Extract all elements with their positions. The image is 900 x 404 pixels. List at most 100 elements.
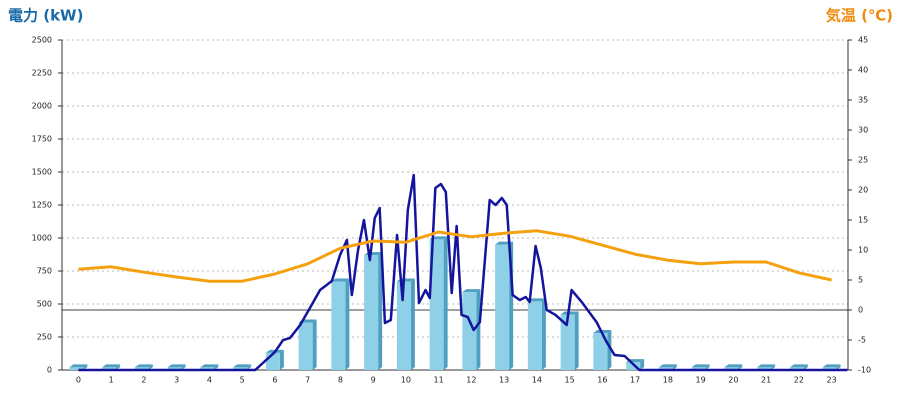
x-tick-label: 3: [174, 376, 179, 385]
x-tick-label: 16: [597, 376, 607, 385]
bar-top: [724, 364, 743, 368]
bar-side: [345, 278, 350, 370]
bar: [396, 281, 411, 370]
bar: [233, 367, 248, 370]
x-tick-label: 17: [630, 376, 640, 385]
x-tick-label: 5: [240, 376, 245, 385]
y2-tick-label: -5: [858, 336, 866, 345]
y-tick-label: 750: [37, 267, 52, 276]
x-tick-label: 19: [696, 376, 706, 385]
y2-tick-label: 30: [858, 126, 868, 135]
bar: [527, 301, 542, 370]
y2-tick-label: 10: [858, 246, 868, 255]
bar-side: [83, 364, 88, 370]
bar-top: [167, 364, 186, 368]
bar-side: [836, 364, 841, 370]
y-tick-label: 1000: [32, 234, 52, 243]
bar-top: [822, 364, 841, 368]
x-tick-label: 2: [141, 376, 146, 385]
bar-top: [233, 364, 252, 368]
bar-side: [771, 364, 776, 370]
bar-side: [672, 364, 677, 370]
bar-top: [134, 364, 153, 368]
y2-tick-label: 15: [858, 216, 868, 225]
x-tick-label: 20: [728, 376, 738, 385]
bar-side: [803, 364, 808, 370]
bar: [724, 367, 739, 370]
bar-side: [116, 364, 121, 370]
bar: [462, 292, 477, 370]
bar-top: [658, 364, 677, 368]
bar: [789, 367, 804, 370]
temperature-line: [78, 229, 832, 283]
bar-top: [527, 298, 546, 302]
bar: [364, 255, 379, 370]
bar-side: [574, 311, 579, 370]
x-tick-label: 8: [338, 376, 343, 385]
bar: [658, 367, 673, 370]
bar-top: [69, 364, 88, 368]
x-tick-label: 0: [76, 376, 81, 385]
x-tick-label: 10: [401, 376, 411, 385]
bar-side: [705, 364, 710, 370]
y-tick-label: 2000: [32, 102, 52, 111]
bar-side: [607, 330, 612, 370]
x-tick-label: 13: [499, 376, 509, 385]
bar-side: [214, 364, 219, 370]
x-tick-label: 9: [371, 376, 376, 385]
x-tick-label: 14: [532, 376, 542, 385]
y2-tick-label: 45: [858, 36, 868, 45]
bar: [560, 314, 575, 370]
y-tick-label: 1750: [32, 135, 52, 144]
bar-top: [200, 364, 219, 368]
x-tick-label: 7: [305, 376, 310, 385]
y-tick-label: 1500: [32, 168, 52, 177]
bar-side: [181, 364, 186, 370]
bar-side: [247, 364, 252, 370]
bar: [200, 367, 215, 370]
x-tick-label: 21: [761, 376, 771, 385]
bar-side: [541, 298, 546, 370]
y-tick-label: 500: [37, 300, 52, 309]
y2-tick-label: 5: [858, 276, 863, 285]
bar-side: [640, 359, 645, 370]
bar: [167, 367, 182, 370]
bar: [495, 244, 510, 370]
bar-top: [102, 364, 121, 368]
bar: [134, 367, 149, 370]
x-tick-label: 4: [207, 376, 212, 385]
bar-side: [738, 364, 743, 370]
y2-tick-label: -10: [858, 366, 871, 375]
x-tick-label: 18: [663, 376, 673, 385]
y2-tick-label: 40: [858, 66, 868, 75]
x-tick-label: 22: [794, 376, 804, 385]
x-tick-label: 11: [434, 376, 444, 385]
bar-top: [429, 236, 448, 240]
y-axis-title: 電力 (kW): [8, 7, 83, 25]
bar: [69, 367, 84, 370]
y-tick-label: 1250: [32, 201, 52, 210]
bar-top: [560, 311, 579, 315]
bar: [331, 281, 346, 370]
bar-side: [279, 349, 284, 370]
bar: [429, 239, 444, 370]
bar-top: [757, 364, 776, 368]
y-tick-label: 0: [47, 366, 52, 375]
bar: [102, 367, 117, 370]
bar-side: [410, 278, 415, 370]
bar: [593, 333, 608, 370]
y-tick-label: 2500: [32, 36, 52, 45]
bar-side: [443, 236, 448, 370]
bar: [626, 362, 641, 370]
bar-side: [148, 364, 153, 370]
x-tick-label: 12: [466, 376, 476, 385]
x-tick-label: 6: [272, 376, 277, 385]
x-tick-label: 15: [565, 376, 575, 385]
bar-top: [691, 364, 710, 368]
bar: [757, 367, 772, 370]
x-tick-label: 23: [827, 376, 837, 385]
bar: [691, 367, 706, 370]
bar-side: [476, 289, 481, 370]
y2-axis-title: 気温 (℃): [826, 7, 893, 25]
